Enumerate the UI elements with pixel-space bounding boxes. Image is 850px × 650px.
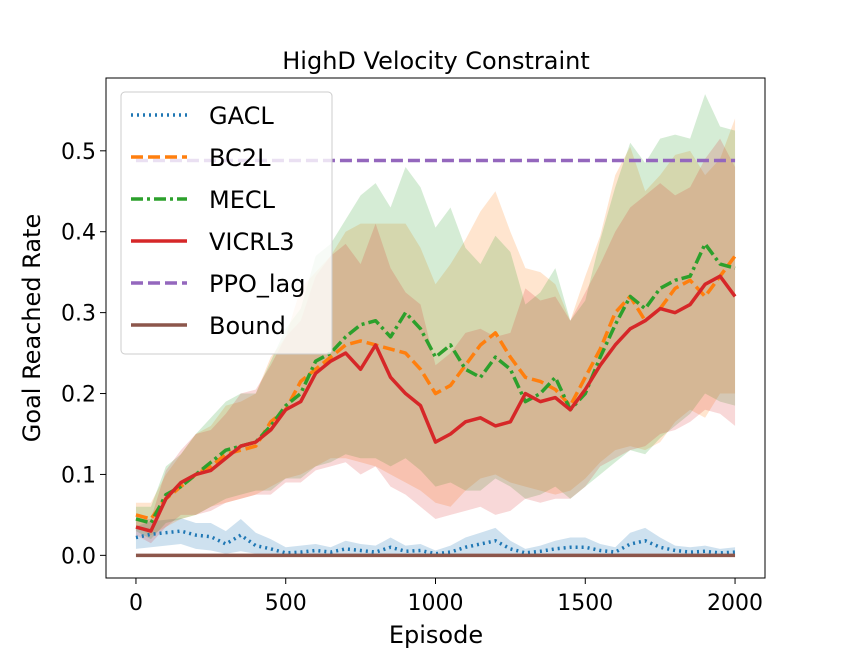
- x-tick-label: 0: [129, 591, 143, 616]
- legend-label-bound: Bound: [209, 312, 286, 340]
- x-tick-label: 1500: [557, 591, 613, 616]
- band-gacl: [135, 518, 736, 556]
- y-tick-label: 0.3: [61, 302, 96, 327]
- y-axis-label: Goal Reached Rate: [18, 214, 46, 442]
- y-tick-label: 0.4: [61, 221, 96, 246]
- y-tick-label: 0.5: [61, 140, 96, 165]
- legend-label-gacl: GACL: [209, 102, 274, 130]
- y-axis-ticks: 0.0 0.1 0.2 0.3 0.4 0.5: [61, 140, 106, 569]
- confidence-bands: [135, 94, 736, 556]
- y-tick-label: 0.0: [61, 544, 96, 569]
- x-axis-ticks: 0 500 1000 1500 2000: [129, 578, 763, 616]
- chart-title: HighD Velocity Constraint: [282, 47, 589, 75]
- legend-label-bc2l: BC2L: [209, 144, 271, 172]
- band-vicrl3: [135, 138, 736, 544]
- series-line-mecl: [135, 242, 736, 525]
- x-tick-label: 500: [265, 591, 307, 616]
- legend-label-vicrl3: VICRL3: [209, 228, 295, 256]
- y-tick-label: 0.2: [61, 383, 96, 408]
- band-bc2l: [135, 118, 736, 536]
- legend-label-mecl: MECL: [209, 186, 276, 214]
- band-mecl: [135, 94, 736, 540]
- series-line-vicrl3: [135, 274, 737, 533]
- y-tick-label: 0.1: [61, 463, 96, 488]
- series-lines: [135, 158, 737, 558]
- legend: GACL BC2L MECL VICRL3 PPO_lag Bound: [120, 91, 333, 355]
- x-tick-label: 1000: [408, 591, 464, 616]
- x-axis-label: Episode: [389, 621, 483, 649]
- x-tick-label: 2000: [707, 591, 763, 616]
- legend-label-ppo-lag: PPO_lag: [209, 270, 305, 298]
